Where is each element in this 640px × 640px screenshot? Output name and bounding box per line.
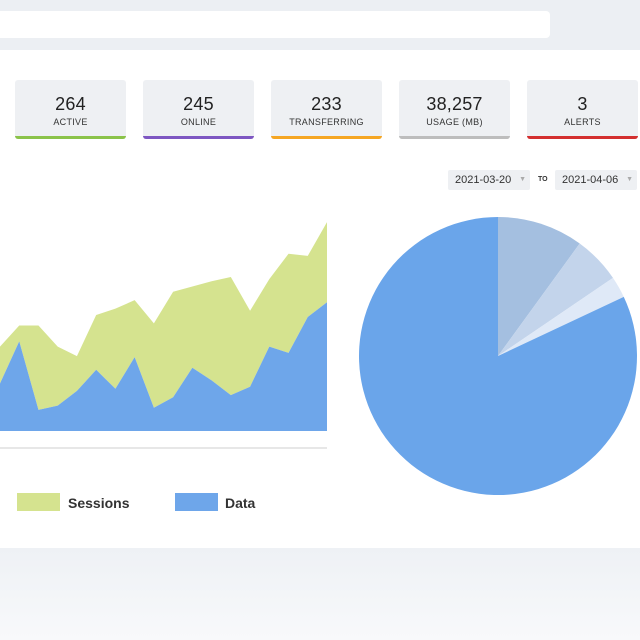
stat-accent-bar xyxy=(15,136,126,139)
area-chart xyxy=(0,222,327,449)
pie-slice-3 xyxy=(498,243,613,356)
date-from-select[interactable]: 2021-03-20 ▼ xyxy=(448,170,530,190)
stat-value: 233 xyxy=(311,94,342,114)
chevron-down-icon: ▼ xyxy=(626,176,633,183)
stat-card-active[interactable]: 264 ACTIVE xyxy=(15,80,126,139)
stat-label: USAGE (MB) xyxy=(426,117,483,127)
legend-swatch-sessions xyxy=(17,493,60,511)
pie-slice-2 xyxy=(498,217,580,356)
stat-card-usage[interactable]: 38,257 USAGE (MB) xyxy=(399,80,510,139)
stat-card-alerts[interactable]: 3 ALERTS xyxy=(527,80,638,139)
date-from-value: 2021-03-20 xyxy=(455,174,512,186)
date-to-value: 2021-04-06 xyxy=(562,174,619,186)
stat-label: TRANSFERRING xyxy=(289,117,364,127)
stat-card-transferring[interactable]: 233 TRANSFERRING xyxy=(271,80,382,139)
legend-label-sessions: Sessions xyxy=(68,495,130,511)
stat-value: 245 xyxy=(183,94,214,114)
stat-accent-bar xyxy=(399,136,510,139)
pie-slice-4 xyxy=(498,277,624,356)
chevron-down-icon: ▼ xyxy=(519,176,526,183)
top-bar xyxy=(0,0,640,50)
stat-value: 3 xyxy=(577,94,588,114)
page-footer-band xyxy=(0,548,640,640)
stat-label: ALERTS xyxy=(564,117,601,127)
stat-accent-bar xyxy=(527,136,638,139)
stat-accent-bar xyxy=(271,136,382,139)
stat-card-online[interactable]: 245 ONLINE xyxy=(143,80,254,139)
search-input[interactable] xyxy=(0,11,550,38)
stat-value: 264 xyxy=(55,94,86,114)
series-area-data xyxy=(0,302,327,431)
dashboard-window: 264 ACTIVE 245 ONLINE 233 TRANSFERRING 3… xyxy=(0,0,640,549)
stat-accent-bar xyxy=(143,136,254,139)
date-to-label: TO xyxy=(538,176,548,183)
pie-chart xyxy=(359,217,637,495)
legend-swatch-data xyxy=(175,493,218,511)
date-to-select[interactable]: 2021-04-06 ▼ xyxy=(555,170,637,190)
series-area-sessions xyxy=(0,222,327,410)
stat-label: ACTIVE xyxy=(53,117,88,127)
stat-value: 38,257 xyxy=(426,94,483,114)
legend-label-data: Data xyxy=(225,495,256,511)
stat-label: ONLINE xyxy=(180,117,217,127)
pie-slice-main xyxy=(359,217,637,495)
